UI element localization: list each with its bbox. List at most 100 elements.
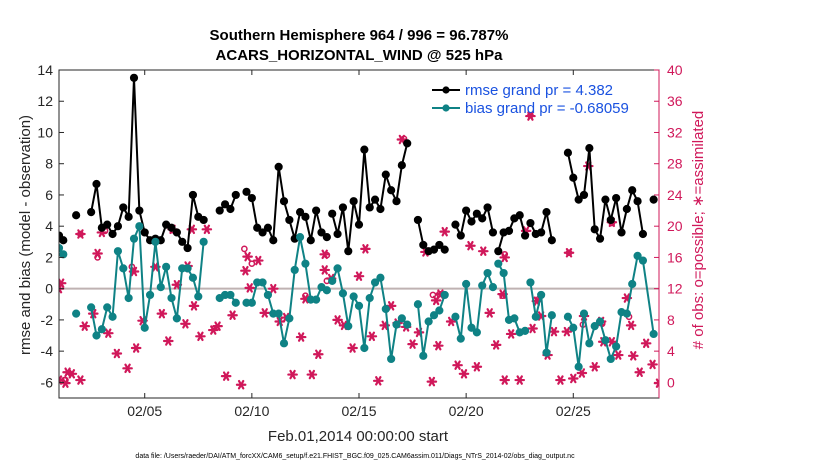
data-point: [113, 247, 123, 256]
data-point: [162, 262, 171, 271]
obs-possible-marker: [241, 245, 248, 253]
legend-label: bias grand pr = -0.68059: [465, 100, 629, 117]
data-point: [585, 143, 594, 153]
obs-assimilated-marker: [244, 283, 256, 293]
obs-assimilated-marker: [240, 265, 251, 276]
data-point: [349, 292, 358, 301]
asterisk-stroke: [563, 326, 571, 337]
asterisk-stroke: [130, 266, 138, 277]
obs-assimilated-marker: [201, 224, 213, 235]
obs-assimilated-marker: [484, 308, 496, 318]
data-point: [633, 251, 642, 260]
obs-assimilated-marker: [188, 301, 200, 311]
data-point: [194, 292, 203, 301]
asterisk-stroke: [222, 371, 230, 381]
legend-entry: bias grand pr = -0.68059: [432, 100, 629, 117]
data-point: [569, 173, 578, 182]
obs-assimilated-marker: [306, 369, 318, 380]
data-point: [188, 190, 198, 200]
data-point: [354, 301, 364, 310]
data-point: [579, 309, 589, 318]
asterisk-stroke: [381, 320, 388, 331]
data-point: [483, 203, 492, 212]
data-point: [226, 290, 235, 300]
data-point: [515, 211, 524, 220]
data-point: [231, 190, 240, 200]
data-point: [520, 231, 530, 240]
legend-swatch-marker: [442, 86, 450, 94]
asterisk-stroke: [630, 351, 637, 361]
asterisk-stroke: [516, 375, 523, 385]
obs-assimilated-marker: [287, 369, 298, 380]
obs-assimilated-marker: [162, 336, 174, 346]
y2-tick-label: 36: [667, 93, 683, 109]
data-point: [113, 222, 123, 231]
y2-tick-label: 4: [667, 343, 675, 359]
obs-assimilated-marker: [259, 308, 271, 318]
data-point: [129, 234, 139, 243]
asterisk-stroke: [642, 338, 650, 349]
data-point: [478, 214, 487, 223]
data-point: [419, 351, 428, 360]
data-point: [301, 259, 310, 268]
asterisk-stroke: [480, 246, 487, 256]
data-point: [172, 228, 181, 237]
asterisk-stroke: [59, 375, 63, 383]
asterisk-stroke: [591, 362, 598, 372]
data-point: [403, 320, 412, 329]
data-point: [638, 229, 648, 239]
data-point: [253, 223, 262, 232]
obs-assimilated-marker: [212, 321, 223, 331]
data-point: [279, 339, 289, 348]
asterisk-stroke: [237, 379, 245, 390]
data-point: [108, 312, 117, 321]
data-point: [633, 197, 642, 206]
obs-assimilated-marker: [220, 371, 232, 381]
obs-assimilated-marker: [477, 246, 489, 256]
data-point: [129, 73, 139, 82]
data-point: [435, 240, 444, 250]
asterisk-stroke: [409, 339, 416, 349]
data-point: [526, 218, 535, 228]
obs-assimilated-marker: [640, 338, 652, 349]
asterisk-stroke: [246, 283, 253, 293]
data-point: [424, 317, 433, 326]
data-point: [563, 312, 573, 321]
asterisk-stroke: [499, 289, 506, 299]
asterisk-stroke: [242, 265, 249, 276]
data-point: [531, 312, 540, 321]
data-point: [178, 237, 187, 246]
data-point: [537, 228, 546, 237]
asterisk-stroke: [334, 315, 341, 325]
obs-assimilated-marker: [452, 360, 463, 370]
data-point: [579, 190, 589, 200]
asterisk-stroke: [655, 380, 659, 388]
asterisk-stroke: [77, 229, 84, 239]
data-point: [365, 293, 374, 303]
asterisk-stroke: [486, 308, 493, 318]
obs-assimilated-marker: [267, 283, 279, 294]
data-point: [119, 264, 128, 273]
data-point: [258, 228, 267, 237]
data-point: [381, 170, 390, 179]
obs-assimilated-marker: [319, 249, 331, 260]
asterisk-stroke: [368, 331, 376, 342]
data-point: [467, 217, 476, 226]
asterisk-stroke: [302, 294, 309, 304]
data-point: [119, 203, 128, 212]
asterisk-stroke: [501, 252, 508, 263]
data-point: [135, 222, 144, 231]
data-point: [295, 233, 305, 242]
data-point: [419, 240, 428, 250]
data-point: [274, 309, 283, 318]
obs-assimilated-marker: [555, 375, 566, 385]
obs-assimilated-marker: [514, 375, 526, 385]
obs-assimilated-marker: [465, 240, 476, 251]
data-point: [435, 306, 444, 315]
data-point: [285, 215, 294, 225]
data-point: [322, 233, 331, 242]
data-point: [467, 323, 476, 332]
data-point: [429, 311, 439, 320]
asterisk-stroke: [321, 249, 328, 260]
data-point: [638, 256, 648, 265]
